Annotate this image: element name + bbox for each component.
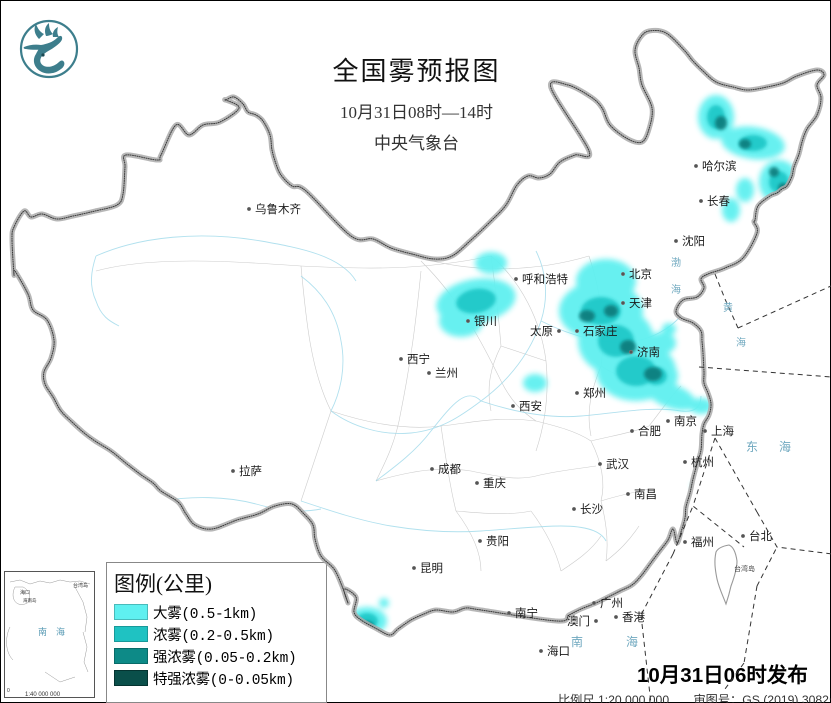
svg-text:郑州: 郑州 — [583, 386, 606, 400]
svg-text:东: 东 — [746, 440, 758, 454]
svg-text:贵阳: 贵阳 — [486, 535, 509, 548]
svg-text:南京: 南京 — [674, 414, 697, 428]
svg-text:济南: 济南 — [637, 345, 660, 359]
svg-text:石家庄: 石家庄 — [583, 324, 618, 338]
svg-text:长沙: 长沙 — [580, 503, 603, 516]
svg-text:黄: 黄 — [723, 301, 733, 314]
svg-text:南: 南 — [571, 634, 583, 649]
svg-text:台湾岛: 台湾岛 — [734, 564, 755, 573]
svg-text:澳门: 澳门 — [567, 614, 590, 628]
svg-text:海: 海 — [626, 634, 638, 649]
svg-text:海: 海 — [779, 439, 791, 454]
svg-text:北京: 北京 — [629, 267, 652, 281]
svg-text:天津: 天津 — [629, 297, 652, 310]
svg-text:上海: 上海 — [711, 424, 734, 438]
svg-text:广州: 广州 — [600, 597, 623, 610]
svg-text:台北: 台北 — [749, 529, 772, 543]
svg-text:呼和浩特: 呼和浩特 — [522, 272, 568, 286]
svg-text:合肥: 合肥 — [638, 424, 661, 438]
svg-text:武汉: 武汉 — [606, 458, 629, 471]
svg-text:海: 海 — [671, 283, 681, 296]
svg-text:拉萨: 拉萨 — [239, 464, 262, 478]
svg-text:海: 海 — [736, 336, 746, 349]
svg-text:长春: 长春 — [707, 195, 730, 208]
svg-text:福州: 福州 — [691, 535, 714, 549]
svg-text:哈尔滨: 哈尔滨 — [702, 159, 737, 173]
svg-text:渤: 渤 — [671, 256, 681, 269]
svg-text:昆明: 昆明 — [420, 562, 443, 575]
svg-text:成都: 成都 — [438, 463, 461, 476]
svg-text:海口: 海口 — [547, 644, 570, 658]
svg-text:重庆: 重庆 — [483, 476, 506, 490]
svg-text:沈阳: 沈阳 — [682, 234, 705, 248]
svg-text:西安: 西安 — [519, 399, 542, 413]
svg-text:太原: 太原 — [530, 325, 553, 338]
svg-text:南宁: 南宁 — [515, 606, 538, 620]
svg-text:银川: 银川 — [474, 314, 497, 328]
svg-text:兰州: 兰州 — [435, 367, 458, 380]
svg-text:西宁: 西宁 — [407, 352, 430, 366]
svg-text:乌鲁木齐: 乌鲁木齐 — [255, 202, 301, 216]
svg-text:南昌: 南昌 — [634, 487, 657, 501]
svg-text:杭州: 杭州 — [691, 455, 714, 469]
